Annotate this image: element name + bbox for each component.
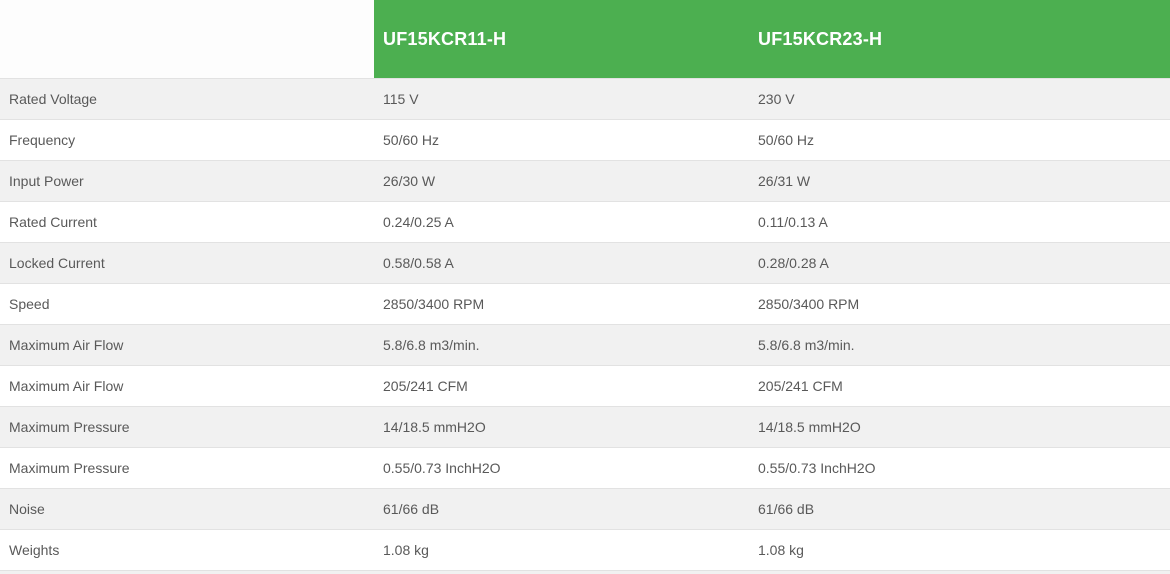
- header-spacer-cell: [0, 0, 374, 78]
- row-label: Rated Voltage: [9, 91, 97, 107]
- row-label: Speed: [9, 296, 50, 312]
- table-row: Weights 1.08 kg 1.08 kg: [0, 529, 1170, 570]
- table-row: Input Power 26/30 W 26/31 W: [0, 160, 1170, 201]
- table-row: Maximum Air Flow 205/241 CFM 205/241 CFM: [0, 365, 1170, 406]
- table-row: Rated Voltage 115 V 230 V: [0, 78, 1170, 119]
- row-value: 5.8/6.8 m3/min.: [758, 337, 855, 353]
- row-value: 205/241 CFM: [758, 378, 843, 394]
- row-value: 2850/3400 RPM: [383, 296, 485, 312]
- table-row: Frequency 50/60 Hz 50/60 Hz: [0, 119, 1170, 160]
- row-label: Maximum Pressure: [9, 419, 130, 435]
- table-row: Locked Current 0.58/0.58 A 0.28/0.28 A: [0, 242, 1170, 283]
- row-value: 14/18.5 mmH2O: [758, 419, 861, 435]
- row-value: 0.55/0.73 InchH2O: [383, 460, 501, 476]
- header-cell-model-uf15kcr23h: UF15KCR23-H: [749, 0, 1170, 78]
- table-row: Maximum Pressure 14/18.5 mmH2O 14/18.5 m…: [0, 406, 1170, 447]
- row-label: Maximum Air Flow: [9, 378, 124, 394]
- row-value: 5.8/6.8 m3/min.: [383, 337, 480, 353]
- row-value: 115 V: [383, 91, 419, 107]
- table-row: Maximum Air Flow 5.8/6.8 m3/min. 5.8/6.8…: [0, 324, 1170, 365]
- row-value: 26/31 W: [758, 173, 811, 189]
- table-row: Noise 61/66 dB 61/66 dB: [0, 488, 1170, 529]
- row-label: Locked Current: [9, 255, 105, 271]
- row-value: 61/66 dB: [383, 501, 440, 517]
- spec-table-body: Rated Voltage 115 V 230 V Frequency 50/6…: [0, 78, 1170, 570]
- header-cell-model-uf15kcr11h: UF15KCR11-H: [374, 0, 749, 78]
- table-row: Rated Current 0.24/0.25 A 0.11/0.13 A: [0, 201, 1170, 242]
- table-row: Speed 2850/3400 RPM 2850/3400 RPM: [0, 283, 1170, 324]
- table-header-row: UF15KCR11-H UF15KCR23-H: [0, 0, 1170, 78]
- row-value: 1.08 kg: [383, 542, 429, 558]
- row-value: 2850/3400 RPM: [758, 296, 860, 312]
- row-value: 50/60 Hz: [383, 132, 440, 148]
- row-value: 0.58/0.58 A: [383, 255, 454, 271]
- row-value: 1.08 kg: [758, 542, 804, 558]
- row-label: Maximum Pressure: [9, 460, 130, 476]
- row-label: Input Power: [9, 173, 84, 189]
- table-row: Maximum Pressure 0.55/0.73 InchH2O 0.55/…: [0, 447, 1170, 488]
- row-value: 205/241 CFM: [383, 378, 468, 394]
- row-value: 61/66 dB: [758, 501, 815, 517]
- row-value: 0.28/0.28 A: [758, 255, 829, 271]
- row-value: 26/30 W: [383, 173, 436, 189]
- row-label: Frequency: [9, 132, 76, 148]
- row-value: 0.11/0.13 A: [758, 214, 828, 230]
- row-value: 0.55/0.73 InchH2O: [758, 460, 876, 476]
- row-value: 0.24/0.25 A: [383, 214, 454, 230]
- row-value: 14/18.5 mmH2O: [383, 419, 486, 435]
- table-bottom-strip: [0, 570, 1170, 574]
- row-label: Weights: [9, 542, 60, 558]
- row-label: Rated Current: [9, 214, 97, 230]
- row-label: Maximum Air Flow: [9, 337, 124, 353]
- row-value: 50/60 Hz: [758, 132, 815, 148]
- row-value: 230 V: [758, 91, 795, 107]
- row-label: Noise: [9, 501, 45, 517]
